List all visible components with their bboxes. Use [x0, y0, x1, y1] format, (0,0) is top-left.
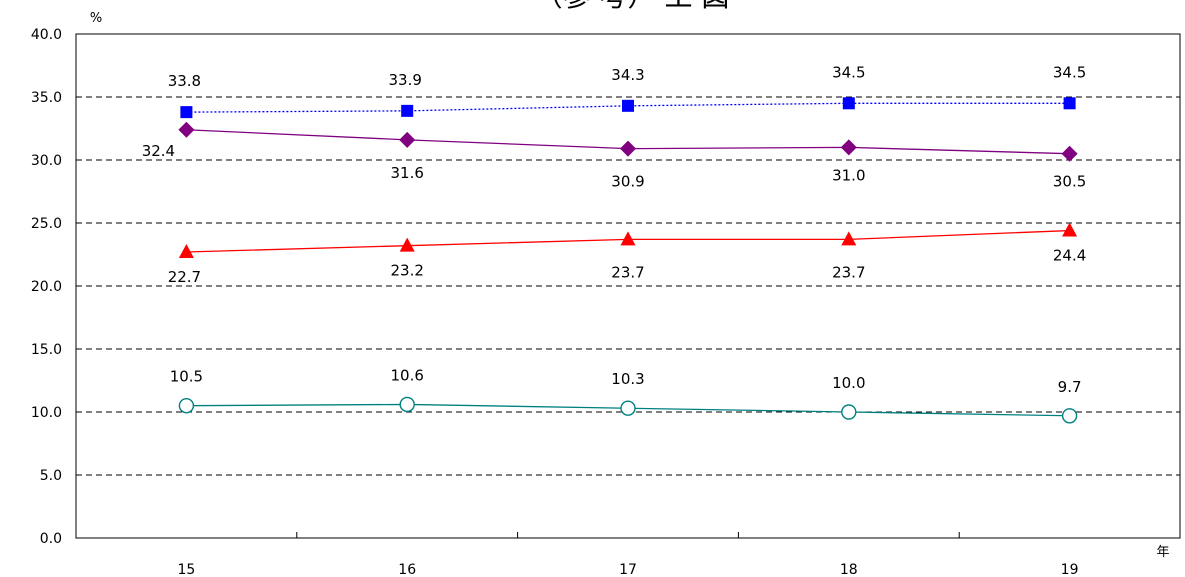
- data-label: 30.9: [611, 173, 644, 191]
- data-label: 31.0: [832, 166, 865, 184]
- x-unit-label: 年: [1156, 545, 1169, 560]
- series-circle: 10.5 10.6 10.3 10.0 9.7: [170, 366, 1082, 424]
- axes: 0.0 5.0 10.0 15.0 20.0 25.0 30.0 35.0 40.0 15 16 17…: [31, 27, 1181, 577]
- data-label: 23.2: [390, 262, 423, 280]
- y-tick-label: 5.0: [40, 468, 62, 484]
- data-point-circle: [620, 400, 636, 416]
- data-label: 22.7: [168, 268, 201, 286]
- series-triangle: 22.7 23.2 23.7 23.7 24.4: [168, 222, 1086, 286]
- data-point-triangle: [1062, 222, 1078, 237]
- data-point-diamond: [399, 131, 416, 148]
- data-label: 23.7: [611, 263, 644, 281]
- x-tick-label: 19: [1061, 562, 1079, 577]
- chart-title: （参 考） 工 図: [535, 0, 730, 13]
- data-point-triangle: [399, 237, 415, 252]
- x-tick-label: 17: [619, 562, 637, 577]
- series-diamond: 32.4 31.6 30.9 31.0 30.5: [142, 121, 1086, 191]
- x-tick-label: 16: [398, 562, 416, 577]
- data-label: 10.0: [832, 374, 865, 392]
- data-point-triangle: [841, 231, 857, 246]
- grid: [76, 96, 1180, 476]
- data-label: 34.3: [611, 66, 644, 84]
- data-label: 31.6: [390, 164, 423, 182]
- y-tick-label: 10.0: [31, 405, 62, 421]
- data-point-circle: [178, 398, 195, 414]
- plot-frame: [75, 33, 1181, 539]
- data-label: 10.5: [170, 368, 203, 386]
- data-point-diamond: [840, 139, 857, 156]
- data-point-diamond: [178, 121, 195, 138]
- data-label: 9.7: [1058, 378, 1082, 396]
- x-tick-label: 18: [840, 562, 858, 577]
- y-tick-label: 20.0: [31, 279, 62, 295]
- data-label: 33.9: [388, 71, 421, 89]
- data-point-circle: [399, 396, 415, 413]
- series-group: 33.8 33.9 34.3 34.5 34.5 32.4 31.6 30.9 31.0 30.5…: [142, 63, 1086, 424]
- data-point-square: [622, 99, 634, 112]
- data-label: 32.4: [142, 142, 175, 160]
- y-tick-label: 35.0: [31, 90, 62, 106]
- data-label: 34.5: [832, 63, 865, 81]
- data-point-square: [842, 97, 855, 110]
- data-point-diamond: [620, 140, 636, 157]
- y-unit-label: %: [90, 11, 102, 26]
- data-label: 30.5: [1053, 173, 1086, 191]
- data-label: 34.5: [1053, 63, 1086, 81]
- y-tick-label: 0.0: [40, 531, 62, 547]
- data-label: 24.4: [1053, 247, 1086, 265]
- data-point-triangle: [620, 231, 636, 246]
- data-point-square: [401, 104, 414, 117]
- data-point-square: [1063, 97, 1076, 110]
- y-tick-label: 30.0: [31, 153, 62, 169]
- y-tick-label: 25.0: [31, 216, 62, 232]
- data-point-square: [180, 106, 193, 119]
- series-square: 33.8 33.9 34.3 34.5 34.5: [168, 63, 1086, 119]
- y-tick-label: 40.0: [31, 27, 62, 43]
- data-point-circle: [841, 404, 857, 420]
- data-point-circle: [1061, 408, 1078, 424]
- y-tick-label: 15.0: [31, 342, 62, 358]
- x-tick-label: 15: [177, 562, 195, 577]
- data-point-diamond: [1061, 145, 1078, 162]
- data-label: 33.8: [168, 72, 201, 90]
- data-point-triangle: [178, 243, 194, 258]
- data-label: 10.3: [611, 370, 644, 388]
- data-label: 10.6: [390, 366, 423, 384]
- data-label: 23.7: [832, 263, 865, 281]
